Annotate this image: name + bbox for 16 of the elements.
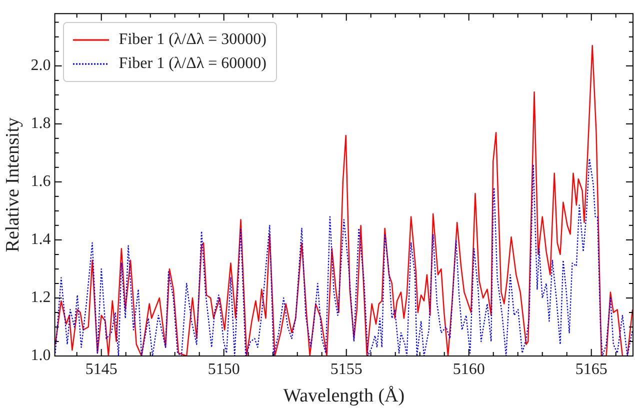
y-tick-label: 1.8: [30, 115, 51, 132]
y-tick-label: 1.4: [30, 231, 51, 248]
x-tick-label: 5150: [208, 360, 240, 378]
y-axis-title: Relative Intensity: [2, 117, 24, 252]
y-tick-label: 1.6: [30, 173, 51, 190]
y-tick-label: 1.2: [30, 289, 51, 306]
x-tick-label: 5155: [330, 360, 362, 378]
x-axis-title: Wavelength (Å): [283, 386, 405, 407]
x-tick-label: 5145: [85, 360, 118, 378]
y-tick-label: 2.0: [30, 57, 51, 74]
line-series: [54, 158, 633, 356]
legend-label: Fiber 1 (λ/Δλ = 30000): [118, 30, 266, 50]
x-tick-label: 5165: [575, 360, 608, 378]
y-tick-label: 1.0: [30, 347, 51, 364]
x-tick-label: 5160: [452, 360, 485, 378]
legend-label: Fiber 1 (λ/Δλ = 60000): [118, 54, 266, 74]
